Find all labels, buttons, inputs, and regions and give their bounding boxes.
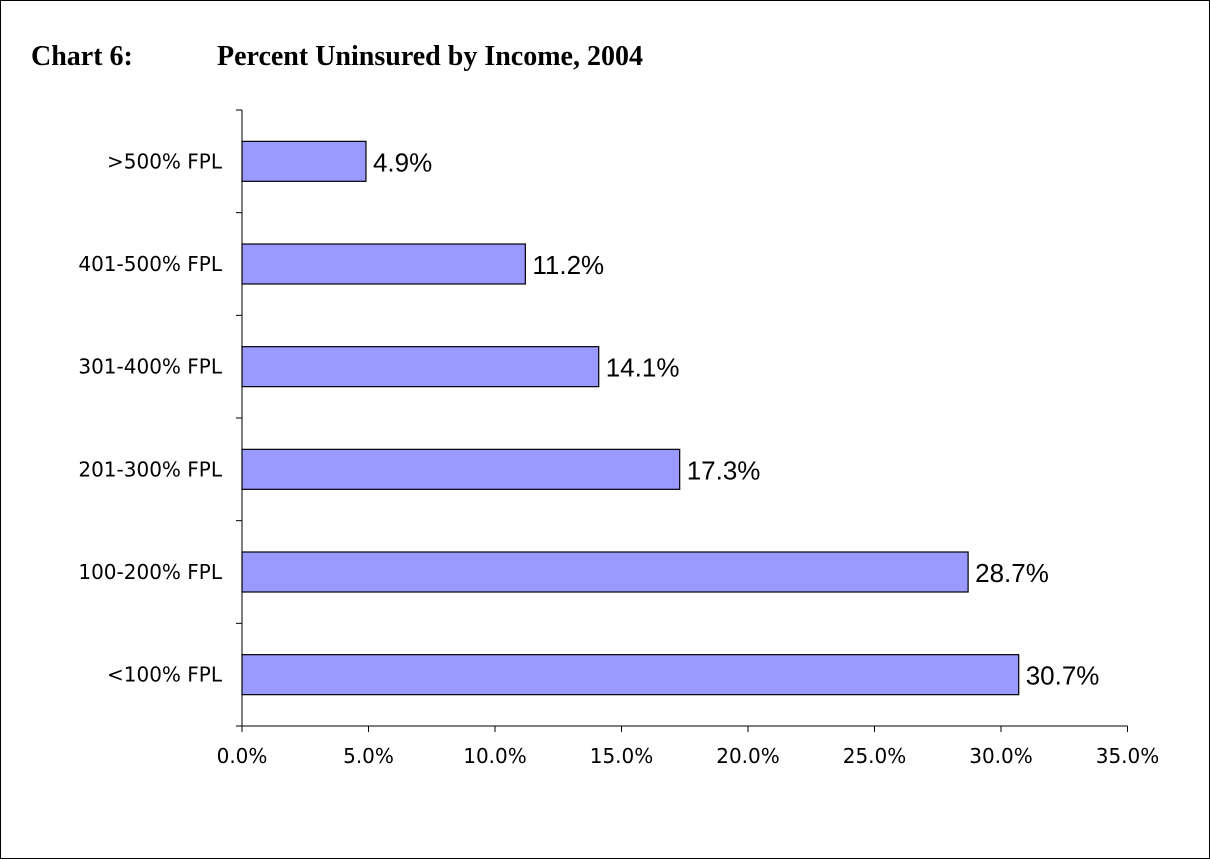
bar — [241, 654, 1020, 696]
bar — [241, 243, 526, 285]
data-label: 14.1% — [606, 353, 680, 383]
x-tick-label: 20.0% — [716, 744, 780, 768]
category-label: 100-200% FPL — [78, 560, 222, 584]
x-tick-label: 35.0% — [1096, 744, 1160, 768]
chart-title-text: Percent Uninsured by Income, 2004 — [217, 41, 643, 72]
chart-number: Chart 6: — [31, 41, 133, 72]
x-tick-label: 15.0% — [590, 744, 654, 768]
data-label: 11.2% — [532, 250, 604, 280]
bar — [241, 140, 367, 182]
category-label: >500% FPL — [107, 149, 223, 173]
x-tick-label: 30.0% — [969, 744, 1033, 768]
plot-area: 0.0% 5.0% 10.0% 15.0% 20.0% 25.0% 30.0% 35.0% >5… — [78, 109, 1160, 768]
chart-title: Chart 6: Percent Uninsured by Income, 200… — [31, 41, 643, 73]
data-label: 28.7% — [975, 558, 1049, 588]
x-tick-label: 0.0% — [217, 744, 268, 768]
data-label: 30.7% — [1026, 661, 1100, 691]
category-label: 201-300% FPL — [78, 457, 222, 481]
category-label: 301-400% FPL — [78, 355, 222, 379]
bar — [241, 448, 681, 490]
bar — [241, 551, 969, 593]
category-label: <100% FPL — [107, 663, 223, 687]
category-label: 401-500% FPL — [78, 252, 222, 276]
bar — [241, 346, 600, 388]
x-tick-label: 5.0% — [343, 744, 394, 768]
x-tick-label: 10.0% — [463, 744, 527, 768]
data-label: 17.3% — [687, 455, 761, 485]
data-label: 4.9% — [373, 147, 432, 177]
x-tick-label: 25.0% — [843, 744, 907, 768]
